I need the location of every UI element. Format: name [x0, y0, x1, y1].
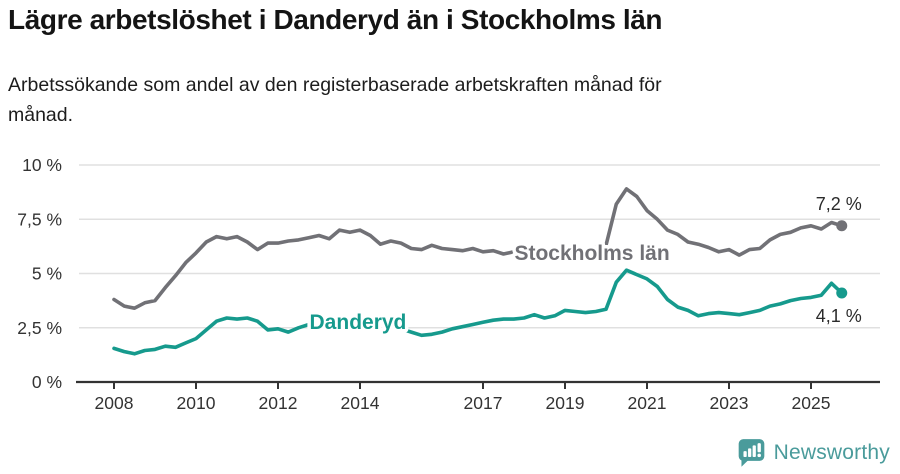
- newsworthy-logo-icon: [738, 439, 764, 467]
- newsworthy-logo-text: Newsworthy: [773, 440, 890, 464]
- series-endpoint-dot-danderyd: [836, 287, 848, 299]
- x-tick-label: 2012: [259, 393, 298, 413]
- x-tick-label: 2025: [792, 393, 831, 413]
- chart-subtitle-line-1: Arbetssökande som andel av den registerb…: [8, 74, 662, 96]
- x-tick-label: 2019: [546, 393, 585, 413]
- x-tick-label: 2017: [464, 393, 503, 413]
- series-endpoint-dot-stockholms-lan: [836, 220, 848, 232]
- end-value-label-danderyd: 4,1 %: [816, 306, 862, 326]
- chart-subtitle: Arbetssökande som andel av den registerb…: [8, 70, 662, 130]
- x-tick-label: 2023: [710, 393, 749, 413]
- y-tick-label: 5 %: [32, 264, 62, 284]
- series-line-danderyd: [112, 268, 844, 356]
- end-value-label-stockholms-lan: 7,2 %: [816, 194, 862, 214]
- x-tick-label: 2008: [95, 393, 134, 413]
- y-tick-label: 7,5 %: [17, 209, 62, 229]
- page-title: Lägre arbetslöshet i Danderyd än i Stock…: [8, 4, 663, 35]
- x-tick-label: 2021: [628, 393, 667, 413]
- series-line-stockholms-lan: [112, 187, 844, 311]
- chart-subtitle-line-2: månad.: [8, 104, 74, 127]
- series-label-stockholms-lan: Stockholms län: [514, 242, 669, 265]
- y-tick-label: 2,5 %: [17, 318, 62, 338]
- y-tick-label: 0 %: [32, 372, 62, 392]
- x-tick-label: 2014: [341, 393, 380, 413]
- newsworthy-logo: Newsworthy: [736, 438, 890, 467]
- y-tick-label: 10 %: [22, 155, 62, 175]
- x-tick-label: 2010: [177, 393, 216, 413]
- series-label-danderyd: Danderyd: [310, 311, 407, 334]
